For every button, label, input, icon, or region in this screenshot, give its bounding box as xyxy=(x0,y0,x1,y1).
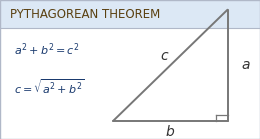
Text: $a$: $a$ xyxy=(241,58,250,72)
Text: $b$: $b$ xyxy=(165,124,176,139)
Text: $c = \sqrt{a^2 + b^2}$: $c = \sqrt{a^2 + b^2}$ xyxy=(14,77,85,95)
Text: $a^2 + b^2 = c^2$: $a^2 + b^2 = c^2$ xyxy=(14,42,80,58)
Text: $c$: $c$ xyxy=(160,49,170,63)
Bar xyxy=(0,1,260,28)
Text: PYTHAGOREAN THEOREM: PYTHAGOREAN THEOREM xyxy=(10,8,161,21)
